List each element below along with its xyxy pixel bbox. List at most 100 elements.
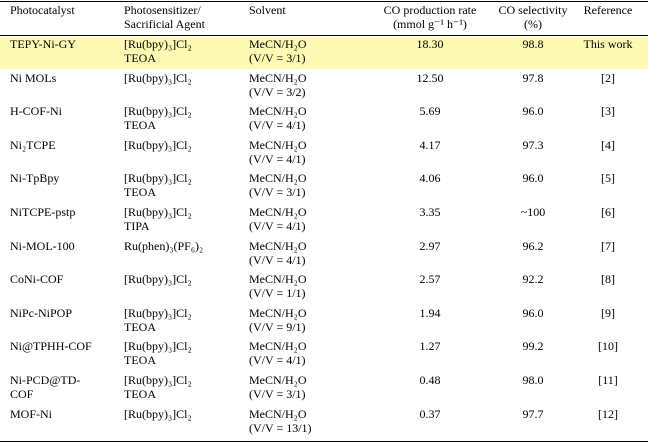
cell-photosensitizer-line: TEOA [124, 185, 156, 200]
cell-catalyst: Ni-TpBpy [10, 171, 59, 185]
cell-reference: [12] [568, 407, 648, 421]
cell-co-selectivity-line: 96.0 [522, 305, 544, 320]
cell-co-selectivity: 96.0 [478, 171, 588, 185]
table-row: Ni-TpBpy [Ru(bpy)₃]Cl₂ TEOA MeCN/H₂O (V/V = … [0, 171, 648, 204]
cell-reference-line: [2] [601, 70, 615, 85]
header-co-selectivity-line2: (%) [524, 17, 542, 31]
cell-catalyst-line: COF [10, 387, 34, 401]
cell-photosensitizer-line: [Ru(bpy)₃]Cl₂ [124, 70, 192, 85]
bottom-rule [0, 441, 648, 442]
cell-solvent: MeCN/H₂O (V/V = 3/2) [249, 71, 307, 99]
cell-co-rate: 0.37 [355, 407, 505, 421]
table-row: Ni-MOL-100 Ru(phen)₃(PF₆)₂ MeCN/H₂O (V/V = … [0, 239, 648, 272]
cell-photosensitizer: [Ru(bpy)₃]Cl₂ TEOA [124, 37, 192, 65]
cell-co-rate: 0.48 [355, 373, 505, 387]
cell-photosensitizer-line: [Ru(bpy)₃]Cl₂ [124, 373, 192, 387]
cell-solvent: MeCN/H₂O (V/V = 4/1) [249, 205, 307, 233]
cell-photosensitizer-line: [Ru(bpy)₃]Cl₂ [124, 305, 192, 320]
cell-solvent: MeCN/H₂O (V/V = 1/1) [249, 272, 307, 300]
cell-catalyst-line: Ni-MOL-100 [10, 238, 75, 253]
cell-co-selectivity-line: 98.0 [522, 373, 544, 387]
cell-solvent-line: MeCN/H₂O [249, 339, 307, 354]
cell-catalyst-line: NiTCPE-pstp [10, 205, 76, 219]
cell-co-selectivity: 96.0 [478, 306, 588, 320]
cell-solvent: MeCN/H₂O (V/V = 3/1) [249, 171, 307, 199]
header-co-selectivity: CO selectivity (%) [478, 3, 588, 31]
cell-solvent-line: (V/V = 4/1) [249, 151, 306, 166]
cell-catalyst: H-COF-Ni [10, 104, 62, 118]
cell-photosensitizer-line: [Ru(bpy)₃]Cl₂ [124, 104, 192, 119]
cell-catalyst: Ni@TPHH-COF [10, 339, 92, 353]
cell-co-selectivity: 96.2 [478, 239, 588, 253]
cell-photosensitizer-line: TEOA [124, 319, 156, 334]
cell-co-rate: 5.69 [355, 104, 505, 118]
cell-photosensitizer: [Ru(bpy)₃]Cl₂ TEOA [124, 373, 192, 401]
cell-co-rate: 18.30 [355, 37, 505, 51]
cell-photosensitizer-line: Ru(phen)₃(PF₆)₂ [124, 238, 204, 253]
cell-solvent: MeCN/H₂O (V/V = 4/1) [249, 339, 307, 367]
cell-co-selectivity-line: 98.8 [522, 37, 544, 51]
cell-co-rate: 12.50 [355, 71, 505, 85]
cell-photosensitizer-line: [Ru(bpy)₃]Cl₂ [124, 339, 192, 354]
cell-reference: [6] [568, 205, 648, 219]
cell-solvent-line: (V/V = 4/1) [249, 353, 306, 368]
header-photocatalyst: Photocatalyst [10, 3, 75, 17]
cell-co-rate-line: 2.57 [419, 272, 441, 287]
cell-photosensitizer-line: TIPA [124, 219, 150, 233]
cell-catalyst: Ni₂TCPE [10, 138, 56, 152]
table-row: H-COF-Ni [Ru(bpy)₃]Cl₂ TEOA MeCN/H₂O (V/V = … [0, 104, 648, 137]
cell-catalyst: NiPc-NiPOP [10, 306, 72, 320]
cell-catalyst: TEPY-Ni-GY [10, 37, 76, 51]
cell-co-selectivity: 98.0 [478, 373, 588, 387]
cell-catalyst: MOF-Ni [10, 407, 52, 421]
cell-co-rate-line: 18.30 [416, 37, 444, 51]
cell-co-rate: 1.94 [355, 306, 505, 320]
header-co-selectivity-line1: CO selectivity [498, 3, 568, 17]
cell-solvent-line: MeCN/H₂O [249, 406, 307, 421]
cell-photosensitizer: [Ru(bpy)₃]Cl₂ TEOA [124, 171, 192, 199]
cell-co-selectivity: 97.3 [478, 138, 588, 152]
table-row: CoNi-COF [Ru(bpy)₃]Cl₂ MeCN/H₂O (V/V = 1/1)… [0, 272, 648, 305]
cell-solvent: MeCN/H₂O (V/V = 4/1) [249, 239, 307, 267]
cell-reference-line: [6] [601, 205, 615, 219]
cell-solvent: MeCN/H₂O (V/V = 9/1) [249, 306, 307, 334]
header-solvent: Solvent [249, 3, 286, 17]
cell-reference-line: [11] [598, 373, 618, 387]
cell-solvent-line: (V/V = 9/1) [249, 319, 306, 334]
header-photosensitizer-line2: Sacrificial Agent [124, 17, 205, 31]
cell-co-rate: 2.97 [355, 239, 505, 253]
cell-co-rate: 4.17 [355, 138, 505, 152]
header-photosensitizer-line1: Photosensitizer/ [124, 3, 201, 17]
cell-photosensitizer: [Ru(bpy)₃]Cl₂ [124, 138, 192, 152]
cell-solvent: MeCN/H₂O (V/V = 13/1) [249, 407, 312, 435]
cell-co-selectivity-line: 97.3 [522, 137, 544, 152]
cell-solvent-line: (V/V = 3/2) [249, 84, 306, 99]
cell-co-selectivity-line: 92.2 [522, 272, 544, 287]
cell-co-rate: 4.06 [355, 171, 505, 185]
cell-reference: [10] [568, 339, 648, 353]
cell-photosensitizer-line: [Ru(bpy)₃]Cl₂ [124, 272, 192, 287]
cell-solvent-line: (V/V = 3/1) [249, 387, 306, 401]
cell-reference: This work [568, 37, 648, 51]
header-co-rate-line1: CO production rate [383, 3, 477, 17]
cell-reference-line: [12] [598, 406, 618, 421]
cell-co-selectivity-line: 97.8 [522, 70, 544, 85]
table-row: Ni MOLs [Ru(bpy)₃]Cl₂ MeCN/H₂O (V/V = 3/2) 1… [0, 71, 648, 104]
cell-photosensitizer-line: TEOA [124, 118, 156, 133]
cell-photosensitizer: [Ru(bpy)₃]Cl₂ TEOA [124, 104, 192, 132]
cell-solvent-line: (V/V = 4/1) [249, 219, 306, 233]
cell-co-selectivity: 96.0 [478, 104, 588, 118]
cell-catalyst-line: Ni-PCD@TD- [10, 373, 81, 387]
header-photosensitizer: Photosensitizer/ Sacrificial Agent [124, 3, 205, 31]
cell-co-rate: 2.57 [355, 272, 505, 286]
cell-solvent-line: MeCN/H₂O [249, 272, 307, 287]
cell-catalyst-line: Ni MOLs [10, 70, 57, 85]
cell-catalyst-line: NiPc-NiPOP [10, 305, 73, 320]
cell-solvent-line: MeCN/H₂O [249, 137, 307, 152]
cell-co-selectivity-line: 97.7 [522, 406, 544, 421]
cell-photosensitizer-line: [Ru(bpy)₃]Cl₂ [124, 205, 192, 219]
cell-photosensitizer-line: TEOA [124, 353, 156, 368]
cell-catalyst: NiTCPE-pstp [10, 205, 75, 219]
cell-co-rate-line: 4.06 [419, 171, 441, 186]
cell-co-rate-line: 4.17 [419, 137, 441, 152]
